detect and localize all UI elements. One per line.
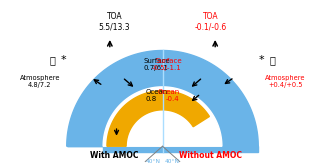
Text: With AMOC: With AMOC — [90, 151, 139, 160]
Polygon shape — [67, 146, 258, 152]
Text: 40°N: 40°N — [164, 159, 180, 164]
Text: *: * — [61, 55, 67, 65]
Polygon shape — [107, 91, 209, 146]
Text: TOA
5.5/13.3: TOA 5.5/13.3 — [99, 12, 130, 32]
Text: Ocean
0.8: Ocean 0.8 — [145, 89, 167, 102]
Text: TOA
-0.1/-0.6: TOA -0.1/-0.6 — [194, 12, 227, 32]
Polygon shape — [103, 87, 222, 146]
Text: *: * — [258, 55, 264, 65]
Text: Atmosphere
+0.4/+0.5: Atmosphere +0.4/+0.5 — [265, 75, 305, 88]
Text: 🌡: 🌡 — [270, 55, 276, 65]
Text: Atmosphere
4.8/7.2: Atmosphere 4.8/7.2 — [20, 75, 60, 88]
Text: Ocean
-0.4: Ocean -0.4 — [158, 89, 180, 102]
Text: 40°N: 40°N — [145, 159, 161, 164]
Polygon shape — [67, 51, 258, 146]
Text: Surface
0.7/6.1: Surface 0.7/6.1 — [143, 58, 170, 71]
Text: Surface
-0.5/-1.1: Surface -0.5/-1.1 — [152, 58, 182, 71]
Text: 🌡: 🌡 — [49, 55, 55, 65]
Text: Without AMOC: Without AMOC — [179, 151, 242, 160]
